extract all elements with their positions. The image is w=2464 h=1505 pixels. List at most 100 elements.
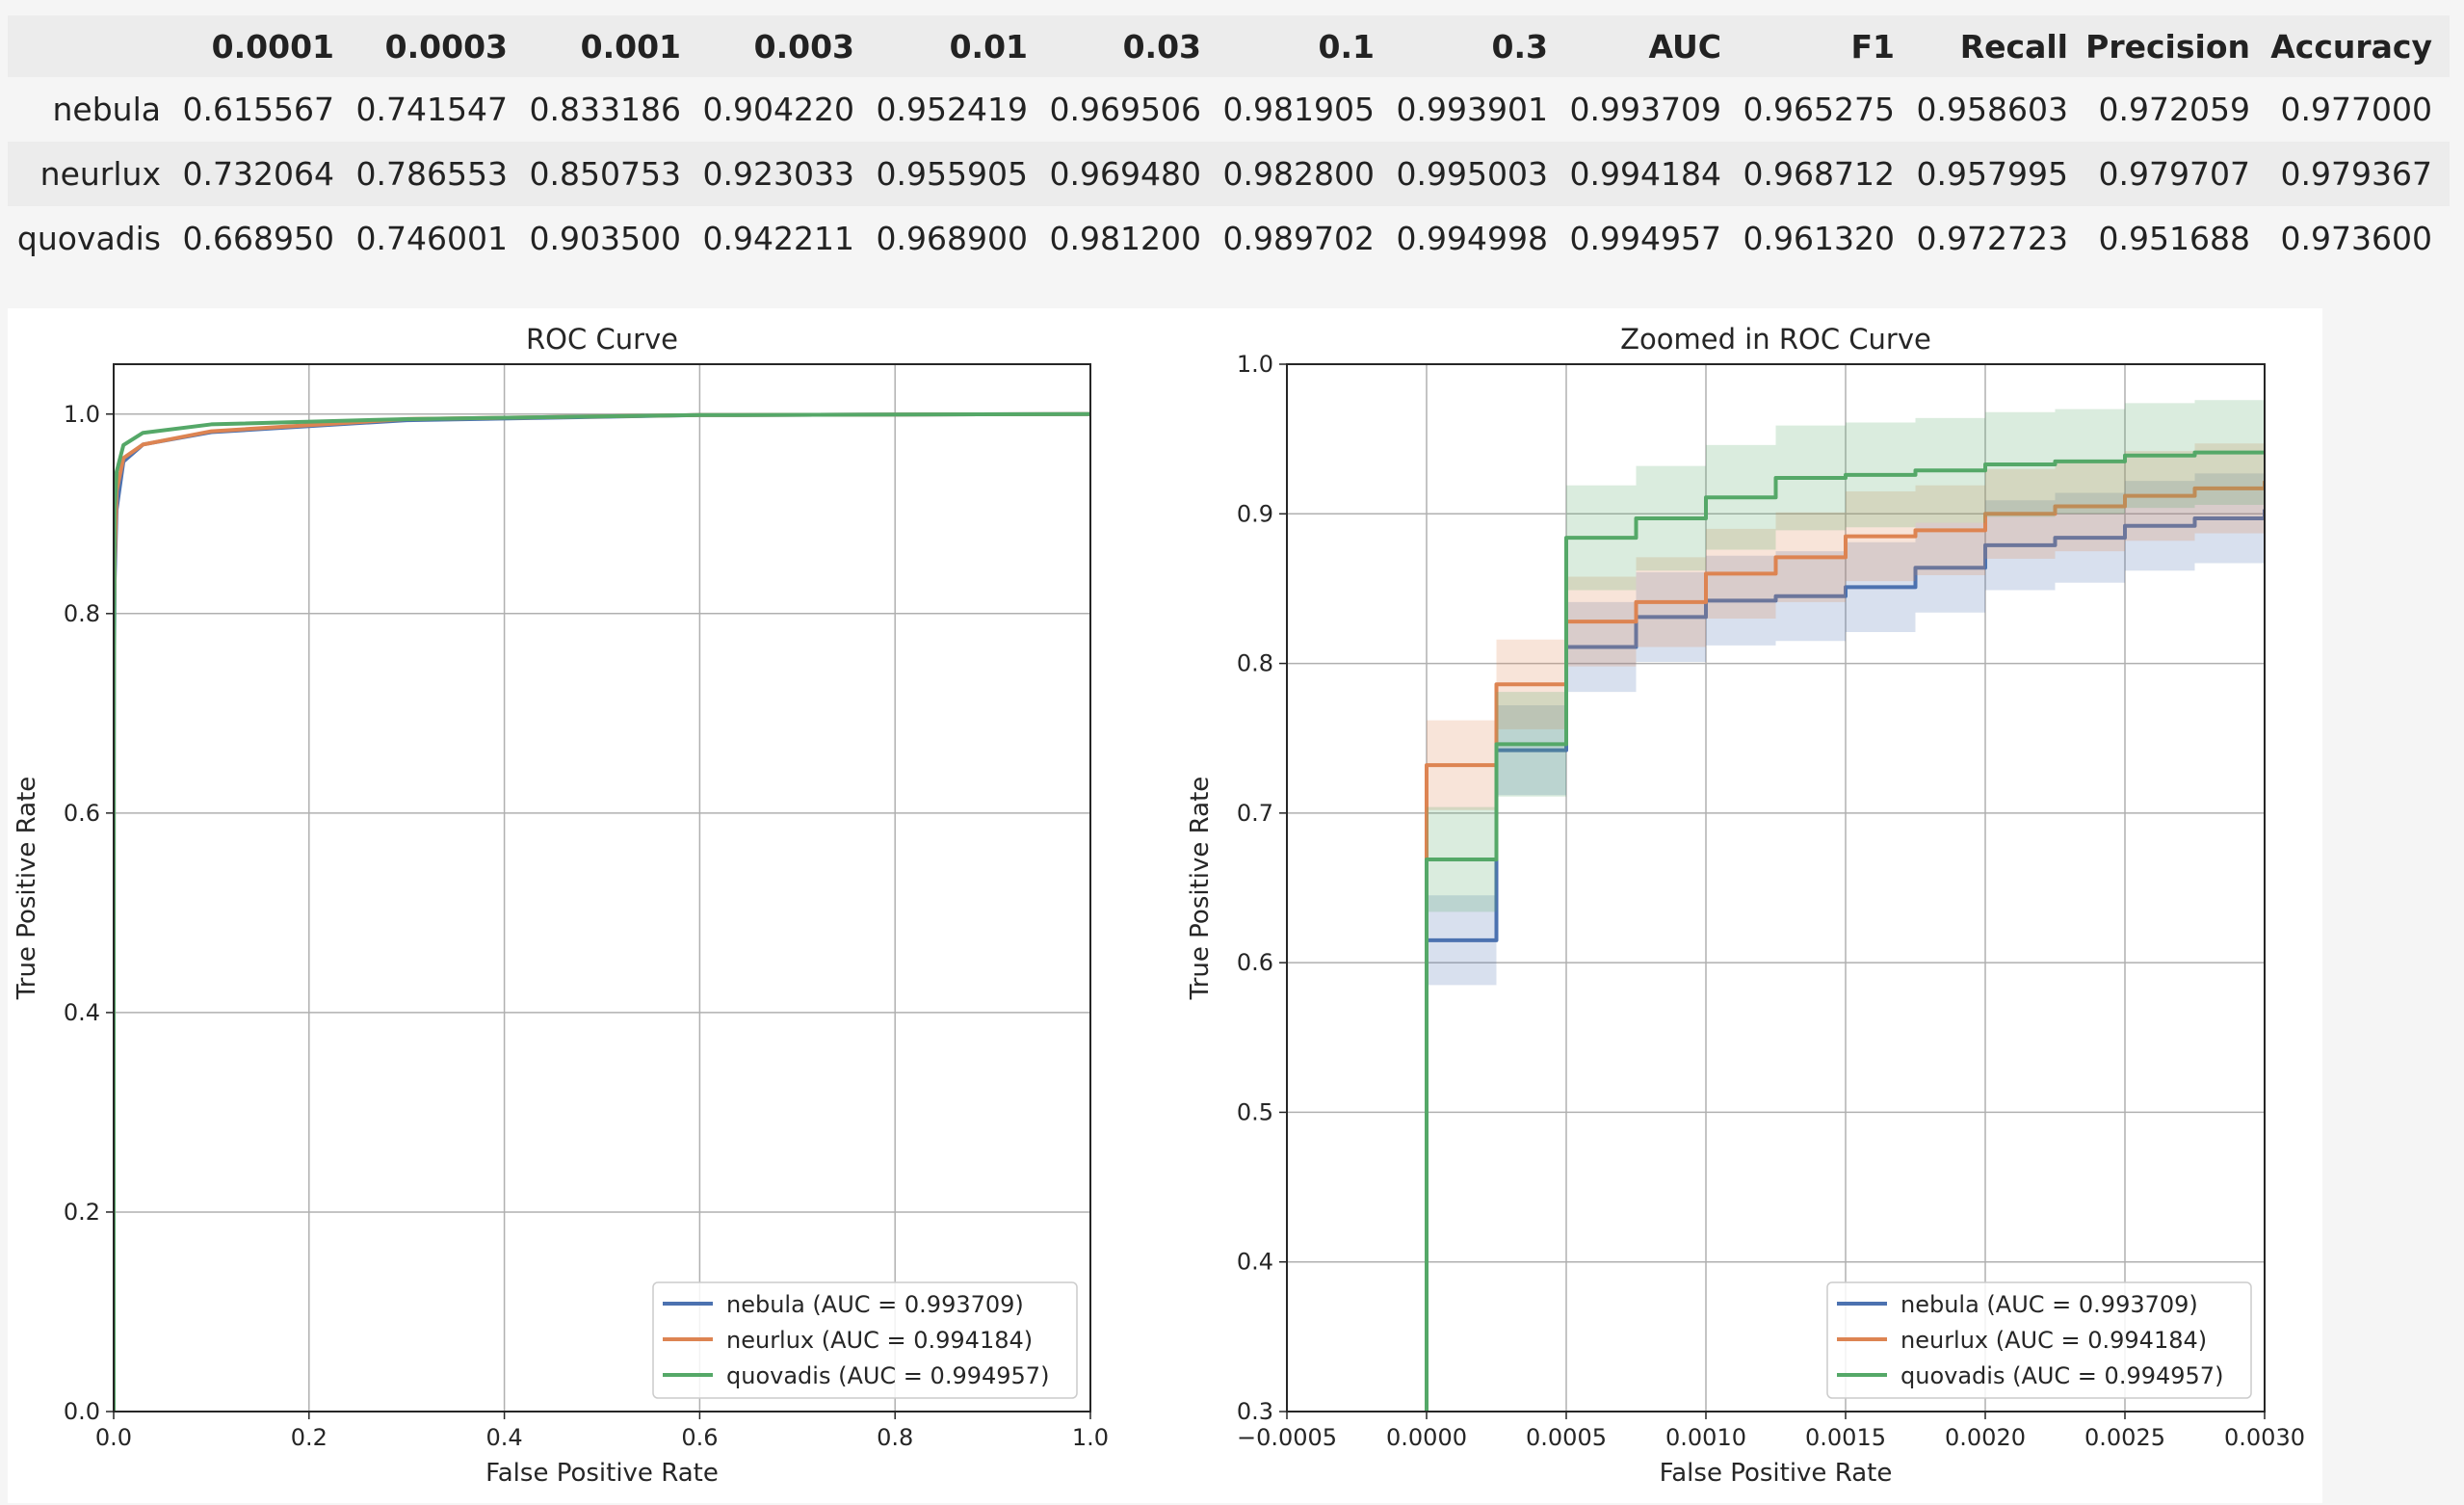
x-tick-label: 0.4 — [486, 1424, 523, 1451]
x-tick-label: 0.0025 — [2084, 1424, 2165, 1451]
confidence-band — [1427, 436, 2265, 1412]
plot-frame — [113, 363, 1091, 1413]
table-cell: 0.979367 — [2280, 155, 2432, 193]
table-cell: 0.981200 — [1049, 220, 1201, 257]
table-cell: 0.942211 — [702, 220, 854, 257]
table-cell: 0.973600 — [2280, 220, 2432, 257]
roc-chart-1: ROC Curve 0.0 0.2 0.4 0.6 0.8 1.0 0.0 0.2 0.4 0.6 0… — [13, 323, 1109, 1488]
series-group — [1425, 398, 2265, 1412]
x-tick-label: 0.0 — [95, 1424, 132, 1451]
table-cell: 0.994998 — [1396, 220, 1548, 257]
row-label: neurlux — [39, 155, 161, 193]
y-tick-label: 0.2 — [64, 1199, 100, 1226]
y-tick-label: 0.3 — [1237, 1398, 1273, 1425]
table-cell: 0.903500 — [529, 220, 681, 257]
column-header: 0.01 — [949, 27, 1028, 66]
row-label: nebula — [52, 91, 161, 128]
column-header: 0.001 — [580, 27, 681, 66]
legend: nebula (AUC = 0.993709) neurlux (AUC = 0.… — [652, 1281, 1078, 1399]
legend-box — [652, 1281, 1078, 1399]
table-cell: 0.668950 — [182, 220, 334, 257]
y-tick-label: 0.6 — [64, 800, 100, 827]
legend-entry: neurlux (AUC = 0.994184) — [1900, 1327, 2207, 1354]
series-line — [114, 411, 1090, 1412]
row-label: quovadis — [16, 220, 161, 257]
series-line — [114, 411, 1090, 1412]
column-header: F1 — [1850, 27, 1895, 66]
x-tick-label: 0.2 — [291, 1424, 328, 1451]
chart-title: ROC Curve — [526, 323, 678, 356]
table-cell: 0.989702 — [1222, 220, 1375, 257]
y-tick-label: 0.4 — [64, 999, 100, 1026]
column-header: 0.0001 — [211, 27, 334, 66]
series-line — [114, 411, 1090, 1412]
table-cell: 0.904220 — [702, 91, 854, 128]
table-cell: 0.994957 — [1569, 220, 1721, 257]
legend-entry: nebula (AUC = 0.993709) — [726, 1291, 1024, 1318]
table-cell: 0.741547 — [355, 91, 508, 128]
column-header: Recall — [1959, 27, 2068, 66]
y-tick-label: 1.0 — [64, 401, 100, 428]
y-axis-label: True Positive Rate — [1186, 777, 1215, 1001]
x-tick-label: 0.0030 — [2224, 1424, 2305, 1451]
y-tick-label: 0.7 — [1237, 800, 1273, 827]
x-axis-label: False Positive Rate — [485, 1459, 719, 1488]
table-cell: 0.969480 — [1049, 155, 1201, 193]
table-row: neurlux 0.732064 0.786553 0.850753 0.923… — [8, 142, 2450, 206]
table-cell: 0.995003 — [1396, 155, 1548, 193]
series-line — [1425, 450, 2265, 1412]
table-cell: 0.850753 — [529, 155, 681, 193]
metrics-table: 0.0001 0.0003 0.001 0.003 0.01 0.03 0.1 … — [8, 15, 2450, 271]
x-tick-label: −0.0005 — [1237, 1424, 1337, 1451]
x-tick-label: 1.0 — [1072, 1424, 1109, 1451]
legend-entry: neurlux (AUC = 0.994184) — [726, 1327, 1033, 1354]
table-cell: 0.979707 — [2098, 155, 2250, 193]
table-cell: 0.994184 — [1569, 155, 1721, 193]
column-header: 0.003 — [753, 27, 854, 66]
table-row: nebula 0.615567 0.741547 0.833186 0.9042… — [8, 77, 2450, 142]
legend-box — [1826, 1281, 2252, 1399]
table-cell: 0.977000 — [2280, 91, 2432, 128]
table-cell: 0.786553 — [355, 155, 508, 193]
legend-entry: nebula (AUC = 0.993709) — [1900, 1291, 2198, 1318]
table-cell: 0.957995 — [1916, 155, 2068, 193]
table-cell: 0.972723 — [1916, 220, 2068, 257]
table-cell: 0.965275 — [1743, 91, 1895, 128]
series-group — [114, 411, 1090, 1412]
table-cell: 0.961320 — [1743, 220, 1895, 257]
roc-charts: ROC Curve 0.0 0.2 0.4 0.6 0.8 1.0 0.0 0.2 0.4 0.6 0… — [13, 323, 2305, 1488]
column-header — [8, 15, 178, 77]
table-cell: 0.972059 — [2098, 91, 2250, 128]
table-cell: 0.982800 — [1222, 155, 1375, 193]
y-tick-label: 0.5 — [1237, 1098, 1273, 1125]
x-tick-label: 0.0000 — [1386, 1424, 1467, 1451]
confidence-band — [1427, 398, 2265, 1412]
column-header: 0.0003 — [384, 27, 508, 66]
confidence-band — [1427, 464, 2265, 1412]
table-cell: 0.993901 — [1396, 91, 1548, 128]
table-cell: 0.993709 — [1569, 91, 1721, 128]
plot-frame — [1286, 363, 2266, 1413]
y-tick-label: 0.4 — [1237, 1249, 1273, 1276]
table-cell: 0.833186 — [529, 91, 681, 128]
table-cell: 0.732064 — [182, 155, 334, 193]
table-cell: 0.958603 — [1916, 91, 2068, 128]
table-cell: 0.968900 — [876, 220, 1028, 257]
x-tick-label: 0.0005 — [1526, 1424, 1607, 1451]
table-header-row: 0.0001 0.0003 0.001 0.003 0.01 0.03 0.1 … — [8, 15, 2450, 77]
y-tick-label: 0.8 — [1237, 650, 1273, 677]
table-cell: 0.951688 — [2098, 220, 2250, 257]
y-tick-label: 1.0 — [1237, 351, 1273, 378]
column-header: Accuracy — [2270, 27, 2432, 66]
legend-entry: quovadis (AUC = 0.994957) — [726, 1362, 1049, 1389]
y-tick-label: 0.0 — [64, 1398, 100, 1425]
x-tick-label: 0.6 — [681, 1424, 718, 1451]
table-cell: 0.923033 — [702, 155, 854, 193]
y-axis-label: True Positive Rate — [13, 777, 41, 1001]
column-header: AUC — [1648, 27, 1721, 66]
y-tick-label: 0.8 — [64, 600, 100, 627]
legend-entry: quovadis (AUC = 0.994957) — [1900, 1362, 2223, 1389]
column-header: 0.3 — [1491, 27, 1548, 66]
y-tick-label: 0.9 — [1237, 500, 1273, 527]
x-tick-label: 0.0010 — [1665, 1424, 1746, 1451]
